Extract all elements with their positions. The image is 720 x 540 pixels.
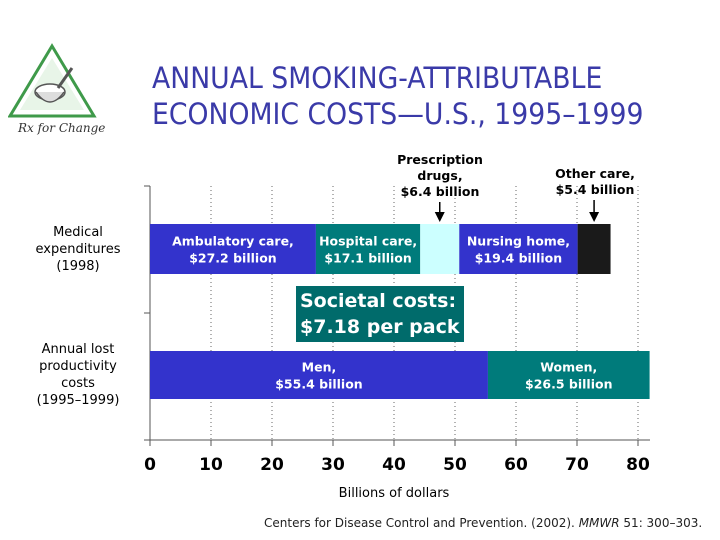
x-tick-label: 50 — [443, 455, 467, 475]
bar-segment — [150, 351, 488, 399]
category-label-line: Medical — [53, 225, 103, 240]
category-label-productivity: Annual lost productivity costs (1995–199… — [18, 341, 138, 409]
bar-segment — [420, 224, 460, 274]
societal-costs-annotation: Societal costs: $7.18 per pack — [296, 286, 464, 342]
bar-segment-label: $55.4 billion — [275, 377, 362, 392]
category-label-line: Annual lost — [41, 342, 115, 357]
bar-segment — [150, 224, 316, 274]
citation: Centers for Disease Control and Preventi… — [264, 516, 702, 530]
rx-for-change-logo: Rx for Change — [8, 43, 105, 135]
category-label-line: (1995–1999) — [36, 393, 120, 408]
bar-segment-label: Women, — [540, 360, 597, 375]
x-tick-label: 0 — [144, 455, 156, 475]
slide-title: ANNUAL SMOKING-ATTRIBUTABLE ECONOMIC COS… — [152, 60, 667, 132]
x-tick-label: 20 — [260, 455, 284, 475]
category-label-line: (1998) — [56, 259, 100, 274]
bar-segment — [577, 224, 611, 274]
bar-segment-label: Nursing home, — [467, 234, 570, 249]
category-label-line: productivity — [39, 359, 117, 374]
bar-segment — [487, 351, 650, 399]
bar-segment — [459, 224, 578, 274]
bar-segment-label: Hospital care, — [319, 234, 417, 249]
bar-segment-label: $27.2 billion — [189, 251, 276, 266]
category-label-line: expenditures — [35, 242, 121, 257]
x-tick-label: 40 — [382, 455, 406, 475]
callout-arrowhead — [589, 212, 600, 222]
logo-text: Rx for Change — [17, 121, 105, 135]
citation-text-end: 51: 300–303. — [619, 516, 703, 530]
bar-segment — [315, 224, 421, 274]
annotation-line: Societal costs: — [300, 290, 457, 312]
x-tick-label: 70 — [565, 455, 589, 475]
callout-label: Prescription — [397, 152, 483, 167]
annotation-line: $7.18 per pack — [300, 316, 460, 338]
x-tick-label: 80 — [626, 455, 650, 475]
category-label-medical: Medical expenditures (1998) — [18, 224, 138, 275]
x-tick-label: 60 — [504, 455, 528, 475]
callout-label: drugs, — [417, 168, 462, 183]
bar-segment-label: $19.4 billion — [475, 251, 562, 266]
title-line-1: ANNUAL SMOKING-ATTRIBUTABLE — [152, 61, 603, 95]
x-tick-label: 30 — [321, 455, 345, 475]
x-tick-label: 10 — [199, 455, 223, 475]
bar-segment-label: Men, — [302, 360, 337, 375]
citation-text: Centers for Disease Control and Preventi… — [264, 516, 579, 530]
title-line-2: ECONOMIC COSTS—U.S., 1995–1999 — [152, 97, 644, 131]
citation-journal: MMWR — [578, 516, 620, 530]
callout-label: $6.4 billion — [401, 184, 480, 199]
bar-segment-label: Ambulatory care, — [172, 234, 294, 249]
bar-segment-label: $17.1 billion — [324, 251, 411, 266]
callout-label: $5.4 billion — [556, 182, 635, 197]
bar-segment-label: $26.5 billion — [525, 377, 612, 392]
callout-arrowhead — [434, 212, 445, 222]
category-label-line: costs — [61, 376, 95, 391]
callout-label: Other care, — [555, 166, 635, 181]
x-axis-label: Billions of dollars — [339, 486, 450, 501]
